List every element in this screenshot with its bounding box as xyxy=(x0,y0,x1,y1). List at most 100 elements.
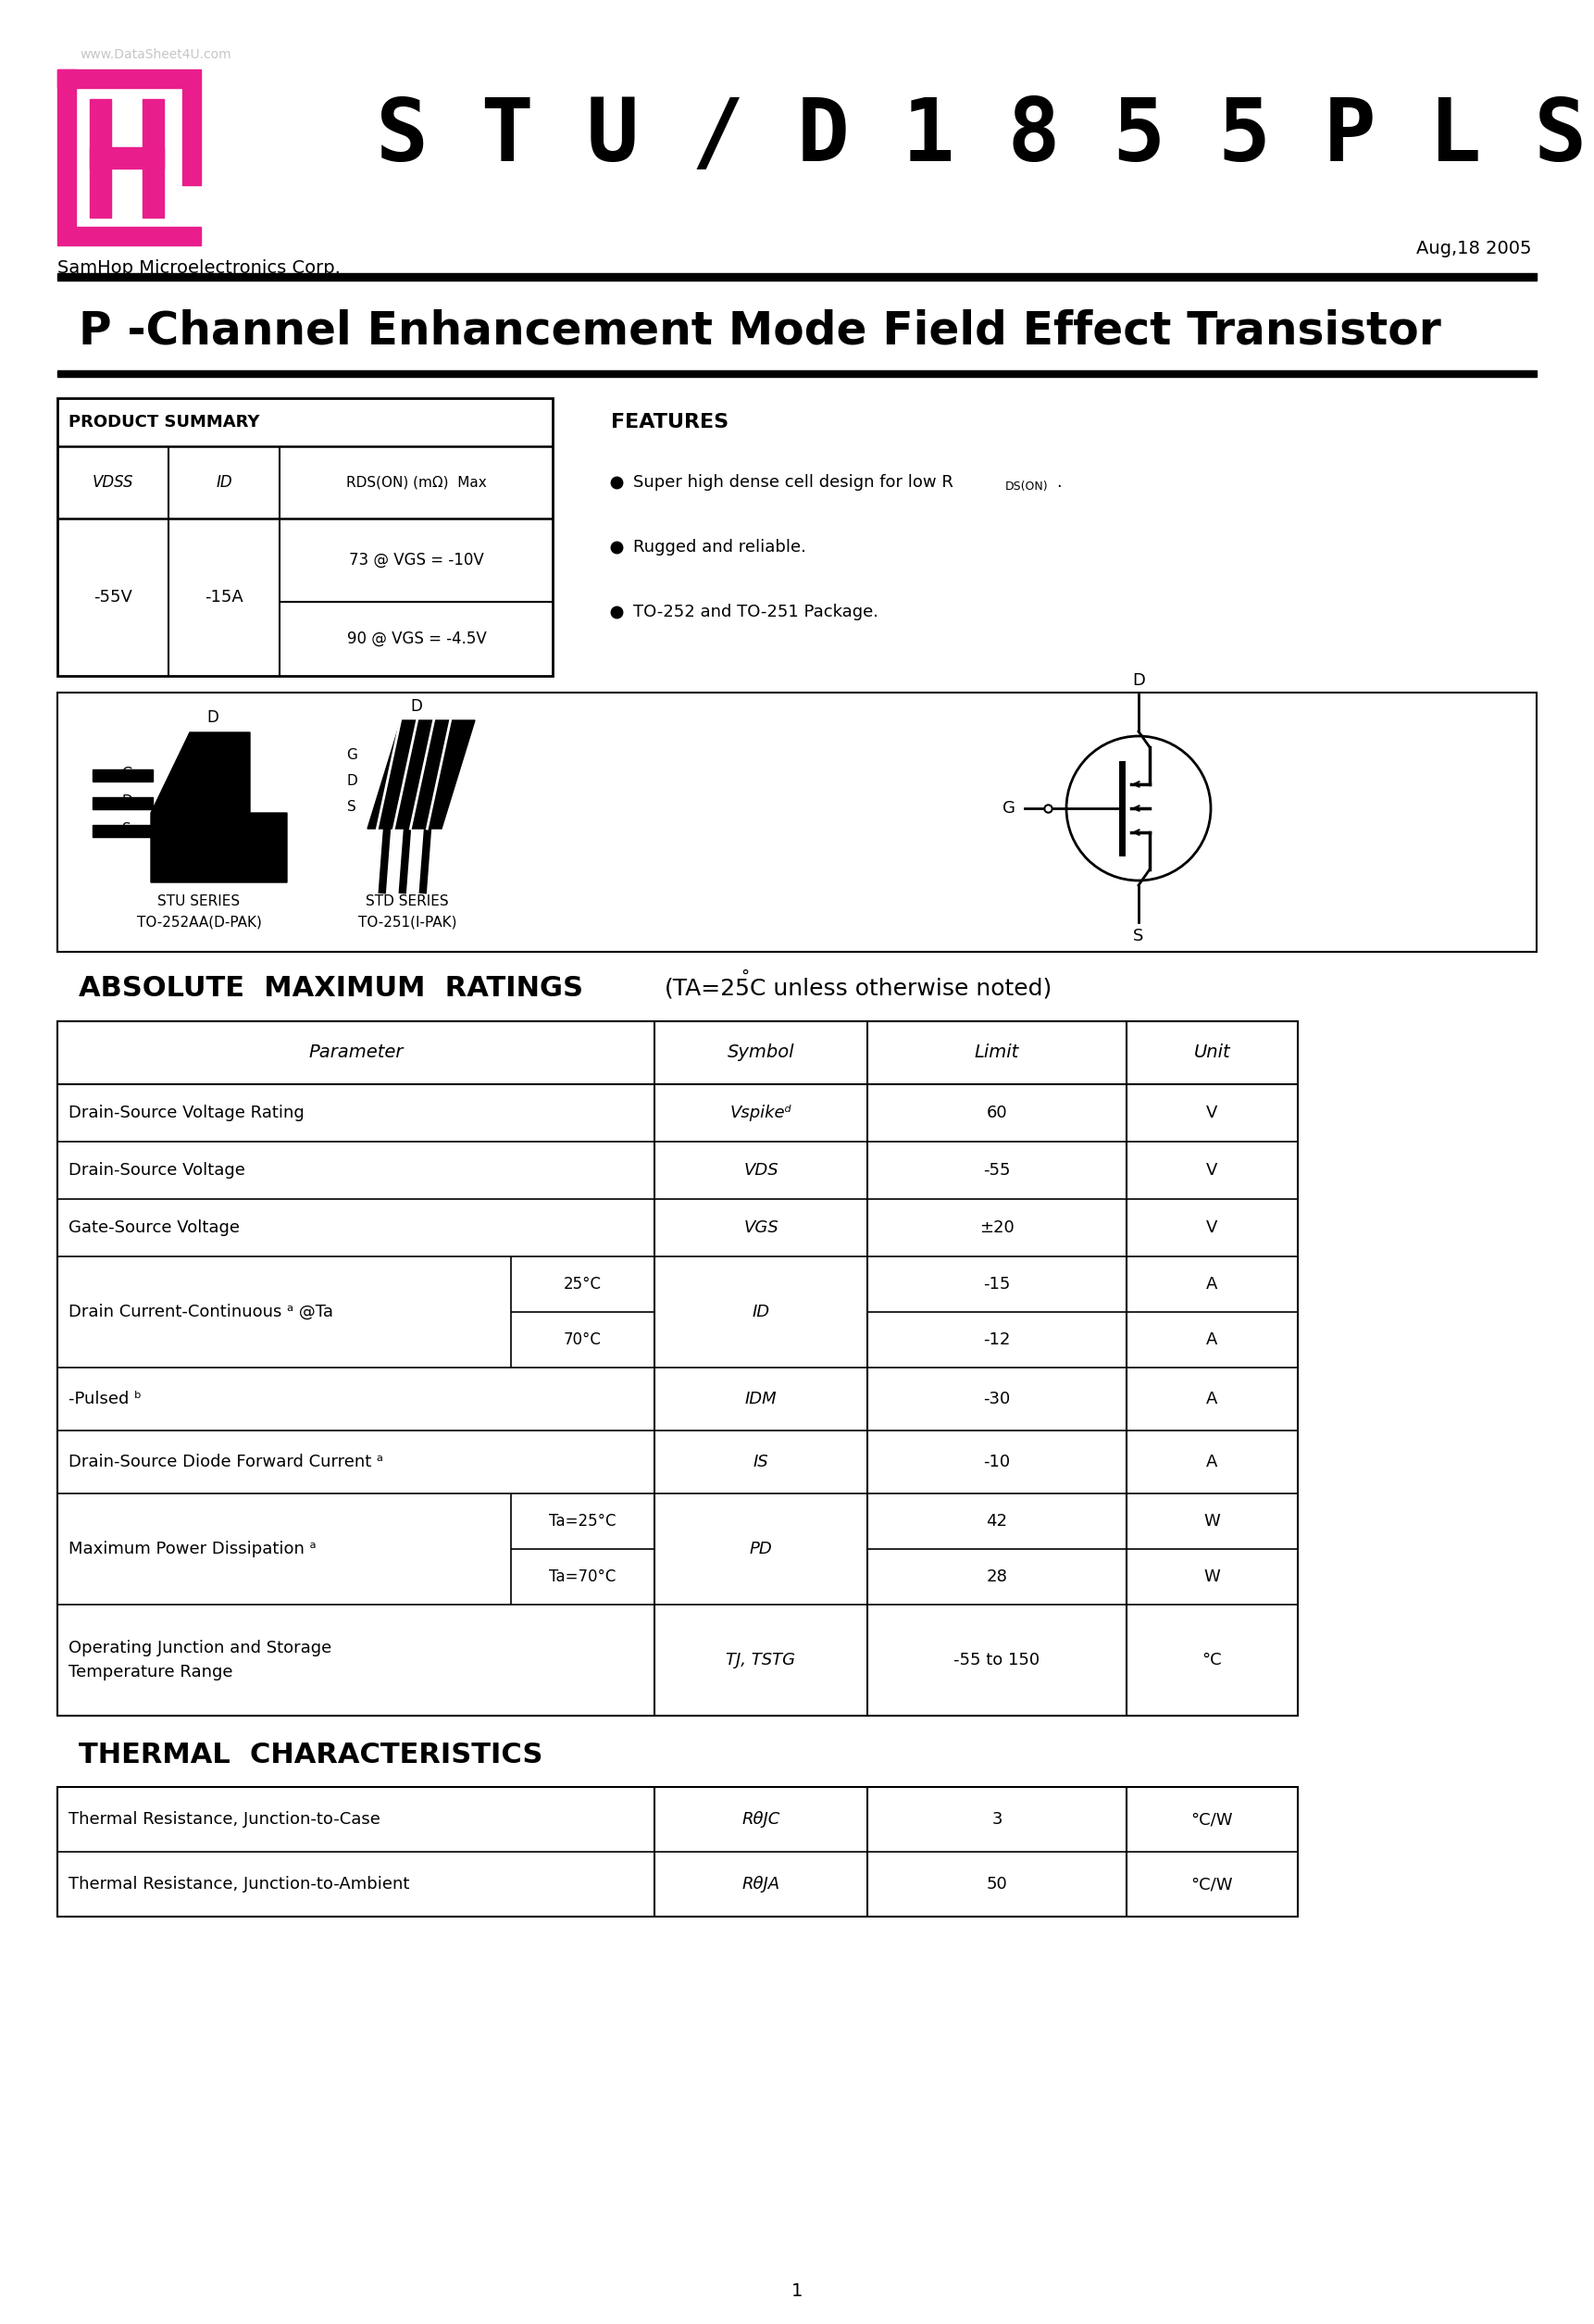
Text: 28: 28 xyxy=(987,1569,1007,1585)
Text: ABSOLUTE  MAXIMUM  RATINGS: ABSOLUTE MAXIMUM RATINGS xyxy=(78,976,583,1002)
Text: 60: 60 xyxy=(987,1104,1007,1120)
Bar xyxy=(92,797,153,809)
Text: Temperature Range: Temperature Range xyxy=(69,1664,233,1680)
Text: .: . xyxy=(1057,474,1062,490)
Text: D: D xyxy=(207,709,218,725)
Text: -15A: -15A xyxy=(204,588,244,607)
Text: A: A xyxy=(1207,1276,1218,1292)
Text: Drain Current-Continuous ᵃ @Ta: Drain Current-Continuous ᵃ @Ta xyxy=(69,1304,333,1320)
Text: A: A xyxy=(1207,1332,1218,1348)
Bar xyxy=(57,397,553,676)
Text: Drain-Source Voltage: Drain-Source Voltage xyxy=(69,1162,245,1178)
Bar xyxy=(57,370,1537,376)
Text: Drain-Source Diode Forward Current ᵃ: Drain-Source Diode Forward Current ᵃ xyxy=(69,1452,383,1471)
Bar xyxy=(77,228,201,246)
Text: VDSS: VDSS xyxy=(92,474,134,490)
Bar xyxy=(92,825,153,837)
Text: Vspikeᵈ: Vspikeᵈ xyxy=(730,1104,792,1120)
Text: PRODUCT SUMMARY: PRODUCT SUMMARY xyxy=(69,414,260,430)
Text: D: D xyxy=(121,795,132,809)
Text: Thermal Resistance, Junction-to-Ambient: Thermal Resistance, Junction-to-Ambient xyxy=(69,1875,410,1892)
Text: °C: °C xyxy=(1202,1652,1223,1669)
Text: -Pulsed ᵇ: -Pulsed ᵇ xyxy=(69,1390,142,1408)
Text: S: S xyxy=(123,823,131,837)
Text: A: A xyxy=(1207,1452,1218,1471)
Text: VDS: VDS xyxy=(743,1162,778,1178)
Text: °C/W: °C/W xyxy=(1191,1810,1234,1827)
Text: C unless otherwise noted): C unless otherwise noted) xyxy=(749,978,1052,999)
Bar xyxy=(57,1020,1298,1715)
Text: Super high dense cell design for low R: Super high dense cell design for low R xyxy=(633,474,953,490)
Text: 73 @ VGS = -10V: 73 @ VGS = -10V xyxy=(349,551,485,569)
Text: -55: -55 xyxy=(983,1162,1011,1178)
Text: P -Channel Enhancement Mode Field Effect Transistor: P -Channel Enhancement Mode Field Effect… xyxy=(78,309,1441,353)
Text: TO-252AA(D-PAK): TO-252AA(D-PAK) xyxy=(137,916,261,930)
Text: -10: -10 xyxy=(983,1452,1011,1471)
Text: VGS: VGS xyxy=(743,1220,778,1236)
Text: Unit: Unit xyxy=(1194,1043,1231,1062)
Text: -12: -12 xyxy=(983,1332,1011,1348)
Text: D: D xyxy=(1132,672,1144,688)
Text: D: D xyxy=(346,774,357,788)
Text: G: G xyxy=(121,767,132,781)
Bar xyxy=(92,769,153,781)
Text: 1: 1 xyxy=(791,2282,803,2301)
Text: ±20: ±20 xyxy=(979,1220,1014,1236)
Text: Operating Junction and Storage: Operating Junction and Storage xyxy=(69,1641,332,1657)
Text: STU SERIES: STU SERIES xyxy=(158,895,241,909)
Text: G: G xyxy=(1003,799,1015,816)
Text: Parameter: Parameter xyxy=(309,1043,403,1062)
Text: RDS(ON) (mΩ)  Max: RDS(ON) (mΩ) Max xyxy=(346,476,486,490)
Text: 42: 42 xyxy=(987,1513,1007,1529)
Text: °: ° xyxy=(741,969,749,985)
Text: A: A xyxy=(1207,1390,1218,1408)
Text: ID: ID xyxy=(215,474,233,490)
Text: -55 to 150: -55 to 150 xyxy=(953,1652,1039,1669)
Text: V: V xyxy=(1207,1220,1218,1236)
Text: Rugged and reliable.: Rugged and reliable. xyxy=(633,539,807,555)
Text: RθJA: RθJA xyxy=(741,1875,779,1892)
Text: SamHop Microelectronics Corp.: SamHop Microelectronics Corp. xyxy=(57,260,341,277)
Text: TO-251(I-PAK): TO-251(I-PAK) xyxy=(359,916,456,930)
Bar xyxy=(89,100,112,218)
Text: STD SERIES: STD SERIES xyxy=(365,895,450,909)
Bar xyxy=(57,274,1537,281)
Text: TJ, TSTG: TJ, TSTG xyxy=(727,1652,795,1669)
Bar xyxy=(57,70,201,88)
Text: THERMAL  CHARACTERISTICS: THERMAL CHARACTERISTICS xyxy=(78,1741,544,1769)
Text: 70°C: 70°C xyxy=(564,1332,601,1348)
Text: Maximum Power Dissipation ᵃ: Maximum Power Dissipation ᵃ xyxy=(69,1541,316,1557)
Text: IS: IS xyxy=(754,1452,768,1471)
Text: -55V: -55V xyxy=(94,588,132,607)
Text: -15: -15 xyxy=(983,1276,1011,1292)
Text: Ta=70°C: Ta=70°C xyxy=(550,1569,617,1585)
Text: FEATURES: FEATURES xyxy=(611,414,728,432)
Text: RθJC: RθJC xyxy=(741,1810,779,1827)
Text: 50: 50 xyxy=(987,1875,1007,1892)
Text: Symbol: Symbol xyxy=(727,1043,794,1062)
Text: W: W xyxy=(1203,1569,1221,1585)
Text: PD: PD xyxy=(749,1541,773,1557)
Polygon shape xyxy=(151,732,287,883)
Text: W: W xyxy=(1203,1513,1221,1529)
Text: S T U / D 1 8 5 5 P L S: S T U / D 1 8 5 5 P L S xyxy=(376,95,1586,179)
Text: Limit: Limit xyxy=(974,1043,1019,1062)
Text: Drain-Source Voltage Rating: Drain-Source Voltage Rating xyxy=(69,1104,304,1120)
Text: V: V xyxy=(1207,1104,1218,1120)
Text: S: S xyxy=(1133,927,1144,944)
Text: IDM: IDM xyxy=(744,1390,776,1408)
Text: DS(ON): DS(ON) xyxy=(1006,481,1049,493)
Bar xyxy=(182,88,201,186)
Text: D: D xyxy=(411,697,422,716)
Text: Ta=25°C: Ta=25°C xyxy=(550,1513,617,1529)
Bar xyxy=(57,70,77,246)
Text: °C/W: °C/W xyxy=(1191,1875,1234,1892)
Text: G: G xyxy=(346,748,357,762)
Text: www.DataSheet4U.com: www.DataSheet4U.com xyxy=(80,49,231,60)
Text: S: S xyxy=(347,799,357,813)
Text: 90 @ VGS = -4.5V: 90 @ VGS = -4.5V xyxy=(347,630,486,646)
Polygon shape xyxy=(368,720,475,830)
Text: ID: ID xyxy=(752,1304,770,1320)
Text: -30: -30 xyxy=(983,1390,1011,1408)
Text: 25°C: 25°C xyxy=(564,1276,601,1292)
